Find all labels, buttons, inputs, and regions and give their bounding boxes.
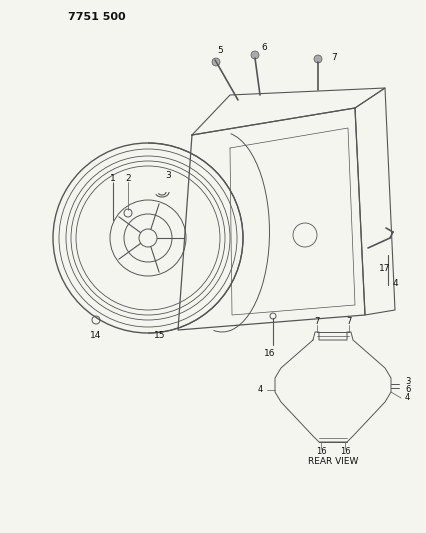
Text: REAR VIEW: REAR VIEW xyxy=(307,457,357,466)
Text: 6: 6 xyxy=(404,385,409,394)
Circle shape xyxy=(313,55,321,63)
Text: 1: 1 xyxy=(110,174,115,182)
Text: 2: 2 xyxy=(125,174,130,182)
Text: 3: 3 xyxy=(404,377,409,386)
Text: 16: 16 xyxy=(315,448,325,456)
Text: 16: 16 xyxy=(339,448,349,456)
Text: 14: 14 xyxy=(90,330,101,340)
Text: 7: 7 xyxy=(314,318,319,327)
Circle shape xyxy=(250,51,259,59)
Circle shape xyxy=(211,58,219,66)
Text: 7: 7 xyxy=(330,52,336,61)
Text: 4: 4 xyxy=(257,385,262,394)
Text: 5: 5 xyxy=(216,45,222,54)
Text: 7: 7 xyxy=(345,318,351,327)
Text: 16: 16 xyxy=(264,349,275,358)
Text: 3: 3 xyxy=(165,171,170,180)
Text: 17: 17 xyxy=(378,263,390,272)
Text: 4: 4 xyxy=(391,279,397,287)
Text: 6: 6 xyxy=(261,43,266,52)
Text: 15: 15 xyxy=(154,330,165,340)
Text: 7751 500: 7751 500 xyxy=(68,12,125,22)
Text: 4: 4 xyxy=(404,393,409,402)
